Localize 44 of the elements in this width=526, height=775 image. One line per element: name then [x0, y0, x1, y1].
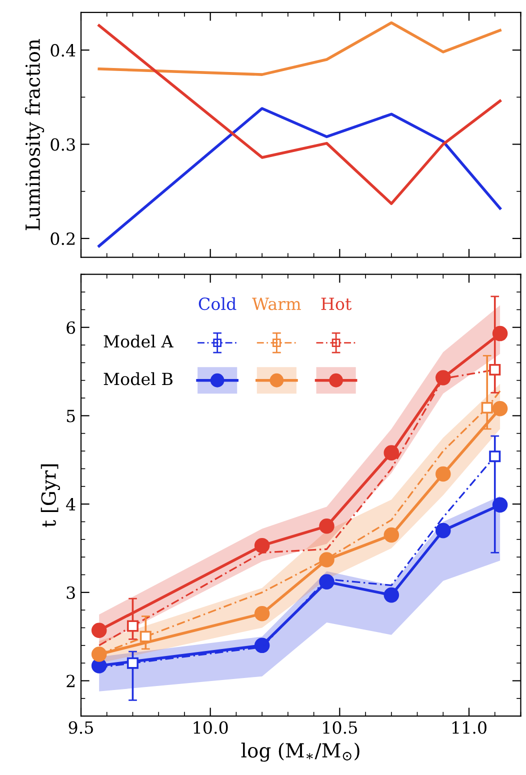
line-series: [98, 21, 502, 76]
y-axis-title: t [Gyr]: [40, 464, 60, 528]
point: [91, 622, 107, 638]
x-axis-title: log (M$_{∗}$/M$_{⊙}$): [241, 742, 360, 762]
point: [319, 574, 334, 590]
point: [254, 638, 270, 654]
line-series: [98, 24, 502, 205]
point: [91, 646, 107, 662]
point: [384, 587, 400, 603]
y-tick-label: 3: [66, 586, 75, 599]
y-tick-label: 2: [66, 674, 75, 688]
point: [489, 450, 501, 462]
point: [436, 522, 451, 538]
x-tick-label: 10.0: [194, 721, 228, 734]
point: [319, 552, 334, 568]
point: [436, 370, 451, 386]
y-tick-label: 6: [66, 321, 76, 334]
point: [254, 606, 270, 622]
y-tick-label: 4: [66, 498, 76, 510]
point: [384, 527, 400, 543]
y-tick-label: 0.2: [50, 232, 75, 246]
line-series: [98, 107, 502, 248]
x-tick-label: 11.0: [452, 721, 486, 734]
y-axis-title: Luminosity fraction: [24, 39, 44, 230]
annotation: Model A: [104, 334, 174, 348]
point: [319, 518, 334, 534]
point: [140, 630, 152, 642]
point: [489, 364, 501, 376]
y-tick-label: 0.3: [50, 138, 75, 151]
y-tick-label: 5: [66, 410, 75, 422]
text: Warm: [252, 298, 301, 310]
x-tick-label: 10.5: [323, 721, 357, 734]
text: Hot: [321, 298, 352, 310]
text: Cold: [198, 297, 236, 310]
annotation: Model B: [104, 372, 172, 386]
point: [384, 445, 400, 460]
point: [126, 657, 139, 669]
point: [481, 402, 493, 414]
x-tick-label: 9.5: [68, 721, 93, 734]
point: [126, 620, 139, 632]
point: [492, 401, 508, 416]
point: [254, 538, 270, 554]
y-tick-label: 0.4: [50, 44, 76, 57]
point: [436, 466, 451, 482]
